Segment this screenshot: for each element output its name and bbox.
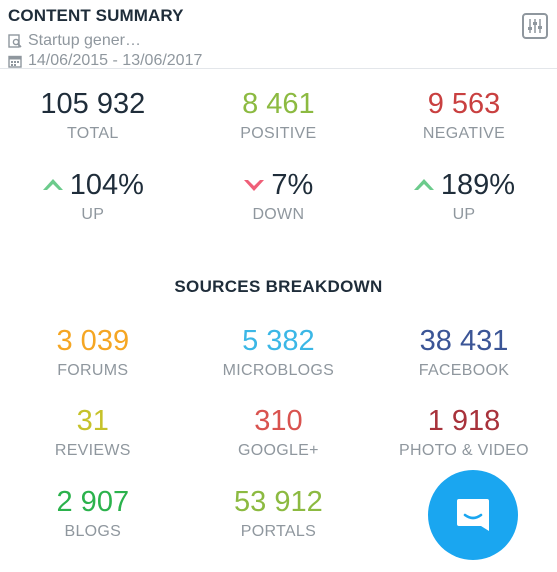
stat-label: TOTAL xyxy=(67,125,119,142)
search-document-icon xyxy=(8,34,22,48)
stat-label: POSITIVE xyxy=(240,125,317,142)
source-facebook[interactable]: 38 431 FACEBOOK xyxy=(371,324,557,380)
source-google-plus[interactable]: 310 GOOGLE+ xyxy=(186,404,372,460)
settings-button[interactable] xyxy=(522,13,548,39)
changes-row: 104% UP 7% DOWN 189% UP xyxy=(0,168,557,224)
arrow-up-icon xyxy=(42,179,63,190)
sources-row-1: 3 039 FORUMS 5 382 MICROBLOGS 38 431 FAC… xyxy=(0,324,557,380)
change-label: UP xyxy=(81,206,105,223)
change-value: 189% xyxy=(440,169,516,201)
chat-icon xyxy=(457,499,489,531)
source-value: 310 xyxy=(254,405,303,437)
source-label: FORUMS xyxy=(57,362,129,379)
date-range: 14/06/2015 - 13/06/2017 xyxy=(28,52,203,69)
stat-value: 8 461 xyxy=(242,88,315,120)
source-forums[interactable]: 3 039 FORUMS xyxy=(0,324,186,380)
source-label: BLOGS xyxy=(64,523,122,540)
totals-row: 105 932 TOTAL 8 461 POSITIVE 9 563 NEGAT… xyxy=(0,87,557,143)
change-value: 7% xyxy=(271,169,314,201)
source-value: 5 382 xyxy=(242,325,315,357)
source-photo-video[interactable]: 1 918 PHOTO & VIDEO xyxy=(371,404,557,460)
change-positive: 7% DOWN xyxy=(186,168,372,224)
change-total: 104% UP xyxy=(0,168,186,224)
sliders-icon xyxy=(528,19,542,33)
source-label: FACEBOOK xyxy=(418,362,510,379)
stat-positive: 8 461 POSITIVE xyxy=(186,87,372,143)
source-value: 3 039 xyxy=(56,325,130,357)
stat-label: NEGATIVE xyxy=(422,125,506,142)
source-label: PORTALS xyxy=(240,523,317,540)
source-value: 2 907 xyxy=(56,486,130,518)
source-label: REVIEWS xyxy=(54,442,131,459)
stat-value: 105 932 xyxy=(40,88,146,120)
arrow-down-icon xyxy=(244,180,265,191)
source-value: 31 xyxy=(76,405,109,437)
source-blogs[interactable]: 2 907 BLOGS xyxy=(0,485,186,541)
arrow-up-icon xyxy=(413,179,434,190)
source-reviews[interactable]: 31 REVIEWS xyxy=(0,404,186,460)
change-label: DOWN xyxy=(252,206,305,223)
change-value: 104% xyxy=(69,169,144,201)
sources-row-2: 31 REVIEWS 310 GOOGLE+ 1 918 PHOTO & VID… xyxy=(0,404,557,460)
source-value: 53 912 xyxy=(234,486,323,518)
stat-total: 105 932 TOTAL xyxy=(0,87,186,143)
source-value: 38 431 xyxy=(419,325,509,357)
stat-negative: 9 563 NEGATIVE xyxy=(371,87,557,143)
stat-value: 9 563 xyxy=(427,88,501,120)
source-portals[interactable]: 53 912 PORTALS xyxy=(186,485,372,541)
source-label: GOOGLE+ xyxy=(237,442,319,459)
date-row: 14/06/2015 - 13/06/2017 xyxy=(8,52,202,70)
query-text: Startup gener… xyxy=(28,32,141,49)
source-value: 1 918 xyxy=(427,405,501,437)
query-row: Startup gener… xyxy=(8,32,141,50)
sources-title: SOURCES BREAKDOWN xyxy=(174,277,383,296)
sources-row-3: 2 907 BLOGS 53 912 PORTALS xyxy=(0,485,557,541)
change-label: UP xyxy=(452,206,476,223)
chat-launcher-button[interactable] xyxy=(428,470,518,560)
change-negative: 189% UP xyxy=(371,168,557,224)
source-microblogs[interactable]: 5 382 MICROBLOGS xyxy=(186,324,372,380)
source-label: PHOTO & VIDEO xyxy=(399,442,529,459)
calendar-icon xyxy=(8,55,22,68)
widget-title: CONTENT SUMMARY xyxy=(8,6,184,25)
source-label: MICROBLOGS xyxy=(222,362,335,379)
widget-header: CONTENT SUMMARY Startup gener… 14/06/201… xyxy=(0,0,557,69)
